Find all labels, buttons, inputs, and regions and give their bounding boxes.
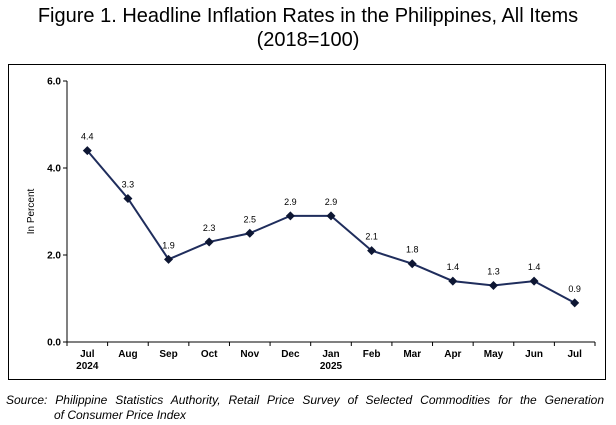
data-label: 2.5: [244, 214, 257, 224]
data-label: 0.9: [568, 284, 581, 294]
x-tick-label: May: [484, 349, 504, 360]
source-line2: of Consumer Price Index: [54, 408, 187, 422]
y-tick-label: 0.0: [47, 338, 61, 349]
data-point-marker: [448, 276, 458, 286]
data-point-marker: [245, 228, 255, 238]
series-line: [86, 149, 576, 304]
y-axis-title: In Percent: [26, 188, 37, 234]
data-label: 1.8: [406, 245, 419, 255]
y-tick-label: 2.0: [47, 251, 61, 262]
x-tick-sublabel: 2025: [320, 361, 343, 372]
data-label: 1.4: [447, 262, 460, 272]
x-tick-sublabel: 2024: [76, 361, 99, 372]
data-label: 2.9: [284, 197, 297, 207]
x-tick-label: Jan: [322, 349, 339, 360]
data-point-marker: [285, 211, 295, 221]
data-label: 1.3: [487, 266, 500, 276]
data-point-marker: [204, 237, 214, 247]
data-point-marker: [367, 246, 377, 256]
x-tick-label: Feb: [363, 349, 381, 360]
x-tick-label: Dec: [281, 349, 300, 360]
source-line1: Source: Philippine Statistics Authority,…: [6, 393, 604, 407]
data-point-marker: [164, 254, 174, 264]
chart-title-line1: Figure 1. Headline Inflation Rates in th…: [37, 5, 579, 27]
x-tick-label: Aug: [118, 349, 137, 360]
y-tick-label: 4.0: [47, 164, 61, 175]
data-point-marker: [123, 193, 133, 203]
y-tick-label: 6.0: [47, 77, 61, 88]
data-point-marker: [570, 298, 580, 308]
chart-title-line2: (2018=100): [256, 29, 360, 51]
data-label: 2.3: [203, 223, 216, 233]
chart-title: Figure 1. Headline Inflation Rates in th…: [0, 4, 616, 52]
x-tick-label: Nov: [240, 349, 259, 360]
x-tick-label: Oct: [201, 349, 218, 360]
chart-frame: [8, 64, 606, 380]
data-label: 3.3: [122, 179, 135, 189]
source-note: Source: Philippine Statistics Authority,…: [6, 393, 604, 423]
data-label: 1.9: [162, 240, 175, 250]
data-label: 4.4: [81, 132, 94, 142]
data-label: 2.1: [365, 232, 378, 242]
x-tick-label: Jul: [567, 349, 582, 360]
data-label: 2.9: [325, 197, 338, 207]
chart-marks: 4.4 3.3 1.9 2.3 2.5 2.9 2.9 2.1 1.8 1.4 1.3 1.4 0.9: [81, 132, 581, 308]
x-tick-label: Sep: [159, 349, 177, 360]
data-label: 1.4: [528, 262, 541, 272]
x-tick-label: Mar: [403, 349, 421, 360]
data-point-marker: [529, 276, 539, 286]
x-tick-label: Jun: [525, 349, 543, 360]
data-point-marker: [488, 280, 498, 290]
x-tick-label: Apr: [444, 349, 461, 360]
data-point-marker: [326, 211, 336, 221]
x-tick-label: Jul: [80, 349, 95, 360]
data-point-marker: [407, 259, 417, 269]
data-point-marker: [82, 146, 92, 156]
